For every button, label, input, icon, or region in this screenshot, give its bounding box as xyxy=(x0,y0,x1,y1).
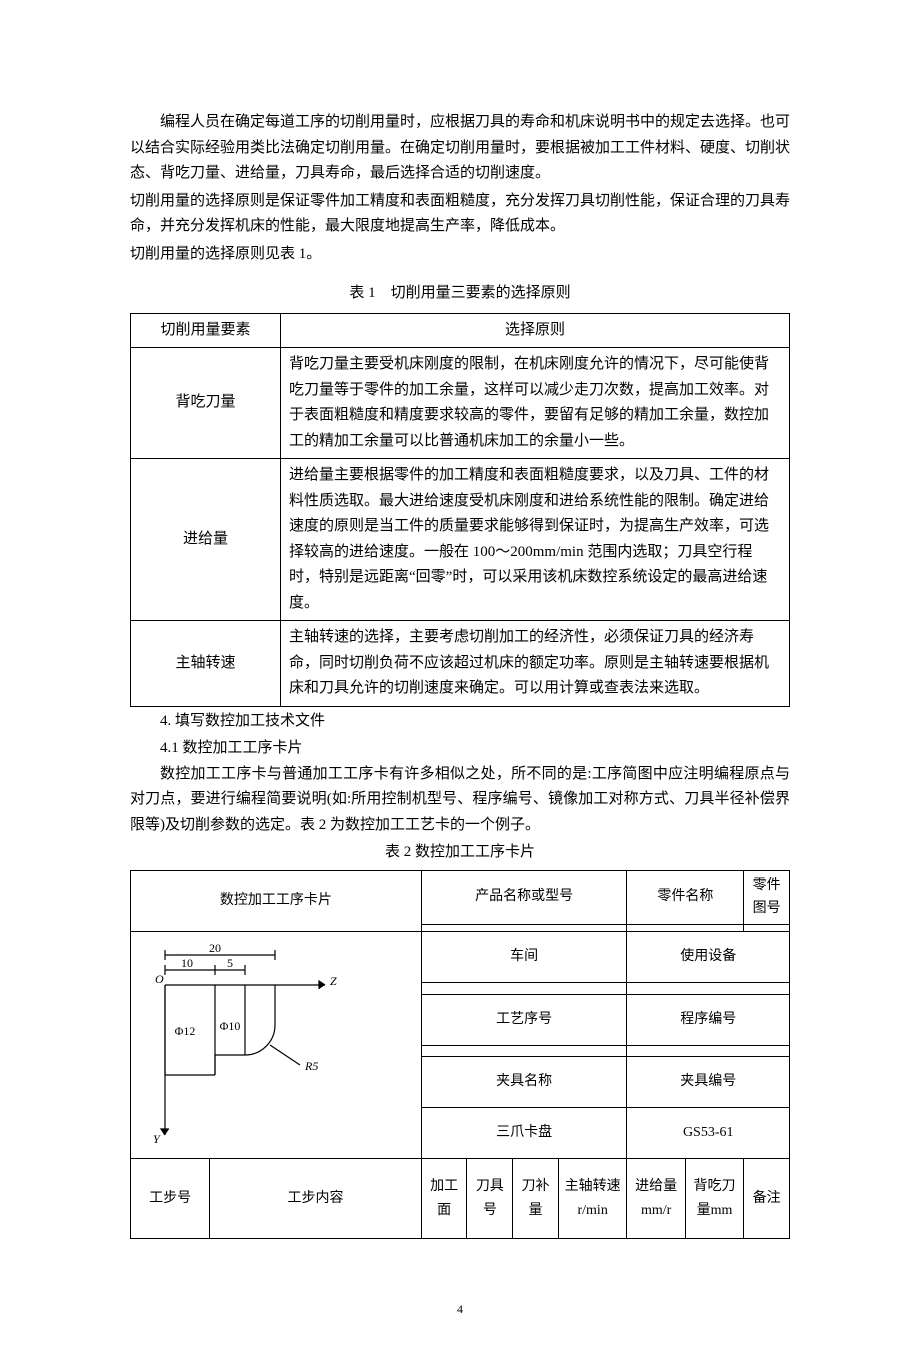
t2-toolno: 刀具号 xyxy=(467,1159,513,1239)
part-sketch: Z Y O xyxy=(135,935,355,1155)
t2-program: 程序编号 xyxy=(627,994,790,1045)
t2-fixname: 夹具名称 xyxy=(421,1057,627,1108)
t2-face: 加工面 xyxy=(421,1159,467,1239)
row1-name: 背吃刀量 xyxy=(131,348,281,459)
t2-equipment: 使用设备 xyxy=(627,932,790,983)
t2-remark: 备注 xyxy=(744,1159,790,1239)
blank xyxy=(421,925,627,932)
sec4-h1: 4. 填写数控加工技术文件 xyxy=(130,709,790,735)
row1-desc: 背吃刀量主要受机床刚度的限制，在机床刚度允许的情况下，尽可能使背吃刀量等于零件的… xyxy=(281,348,790,459)
t2-doc: 背吃刀量mm xyxy=(685,1159,743,1239)
t2-partname: 零件名称 xyxy=(627,870,744,925)
t2-row-workshop: Z Y O xyxy=(131,932,790,983)
t2-spindle: 主轴转速r/min xyxy=(558,1159,627,1239)
sketch-cell: Z Y O xyxy=(131,932,422,1159)
t2-row-title: 数控加工工序卡片 产品名称或型号 零件名称 零件图号 xyxy=(131,870,790,925)
t2-feed: 进给量mm/r xyxy=(627,1159,685,1239)
phi12: Φ12 xyxy=(175,1024,196,1038)
table1: 切削用量要素 选择原则 背吃刀量 背吃刀量主要受机床刚度的限制，在机床刚度允许的… xyxy=(130,313,790,707)
blank xyxy=(744,925,790,932)
dim10: 10 xyxy=(181,956,193,970)
t2-row-step-header: 工步号 工步内容 加工面 刀具号 刀补量 主轴转速r/min 进给量mm/r 背… xyxy=(131,1159,790,1239)
page-number: 4 xyxy=(130,1299,790,1319)
t2-toolcomp: 刀补量 xyxy=(513,1159,559,1239)
t2-partno: 零件图号 xyxy=(744,870,790,925)
table1-h1: 切削用量要素 xyxy=(131,313,281,348)
t2-product: 产品名称或型号 xyxy=(421,870,627,925)
t2-fixno-v: GS53-61 xyxy=(627,1108,790,1159)
table2-caption: 表 2 数控加工工序卡片 xyxy=(130,840,790,866)
intro-p1: 编程人员在确定每道工序的切削用量时，应根据刀具的寿命和机床说明书中的规定去选择。… xyxy=(130,110,790,187)
t2-process: 工艺序号 xyxy=(421,994,627,1045)
t2-fixname-v: 三爪卡盘 xyxy=(421,1108,627,1159)
table-row: 背吃刀量 背吃刀量主要受机床刚度的限制，在机床刚度允许的情况下，尽可能使背吃刀量… xyxy=(131,348,790,459)
dim20: 20 xyxy=(209,941,221,955)
t2-title: 数控加工工序卡片 xyxy=(131,870,422,932)
row2-desc: 进给量主要根据零件的加工精度和表面粗糙度要求，以及刀具、工件的材料性质选取。最大… xyxy=(281,459,790,621)
o-label: O xyxy=(155,972,164,986)
table1-caption: 表 1 切削用量三要素的选择原则 xyxy=(130,281,790,307)
row2-name: 进给量 xyxy=(131,459,281,621)
table-row: 进给量 进给量主要根据零件的加工精度和表面粗糙度要求，以及刀具、工件的材料性质选… xyxy=(131,459,790,621)
table1-h2: 选择原则 xyxy=(281,313,790,348)
row3-desc: 主轴转速的选择，主要考虑切削加工的经济性，必须保证刀具的经济寿命，同时切削负荷不… xyxy=(281,621,790,707)
blank xyxy=(627,925,744,932)
sec4-p: 数控加工工序卡与普通加工工序卡有许多相似之处，所不同的是:工序简图中应注明编程原… xyxy=(130,762,790,839)
sec4-h2: 4.1 数控加工工序卡片 xyxy=(130,736,790,762)
z-label: Z xyxy=(330,974,337,988)
t2-fixno: 夹具编号 xyxy=(627,1057,790,1108)
t2-stepcontent: 工步内容 xyxy=(210,1159,421,1239)
table-row: 主轴转速 主轴转速的选择，主要考虑切削加工的经济性，必须保证刀具的经济寿命，同时… xyxy=(131,621,790,707)
intro-p2: 切削用量的选择原则是保证零件加工精度和表面粗糙度，充分发挥刀具切削性能，保证合理… xyxy=(130,189,790,240)
table2: 数控加工工序卡片 产品名称或型号 零件名称 零件图号 Z Y O xyxy=(130,870,790,1240)
y-label: Y xyxy=(153,1132,161,1146)
t2-stepno: 工步号 xyxy=(131,1159,210,1239)
table1-header-row: 切削用量要素 选择原则 xyxy=(131,313,790,348)
phi10: Φ10 xyxy=(220,1019,241,1033)
intro-p3: 切削用量的选择原则见表 1。 xyxy=(130,242,790,268)
row3-name: 主轴转速 xyxy=(131,621,281,707)
r5: R5 xyxy=(304,1059,318,1073)
t2-workshop: 车间 xyxy=(421,932,627,983)
dim5: 5 xyxy=(227,956,233,970)
